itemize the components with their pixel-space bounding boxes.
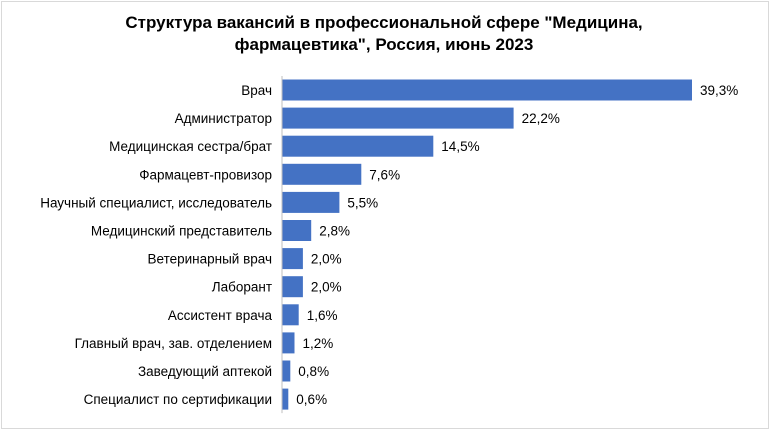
bar [282,135,434,157]
bar [282,191,340,213]
bar [282,360,291,382]
bar [282,79,692,101]
category-label: Ветеринарный врач [148,252,273,267]
data-label: 5,5% [347,195,378,210]
bars-group: Врач 39,3% Администратор 22,2% Медицинская с… [40,79,738,410]
data-label: 0,8% [298,364,329,379]
bar [282,107,514,129]
category-label: Заведующий аптекой [138,364,272,379]
data-label: 39,3% [700,83,738,98]
bar [282,304,299,326]
category-label: Специалист по сертификации [84,392,272,407]
bar [282,220,312,241]
bar [282,276,303,298]
category-label: Главный врач, зав. отделением [75,336,272,351]
category-label: Администратор [175,111,272,126]
category-label: Лаборант [212,280,272,295]
bar [282,248,303,270]
category-label: Медицинская сестра/брат [109,139,272,154]
data-label: 22,2% [522,111,560,126]
data-label: 14,5% [441,139,479,154]
category-label: Фармацевт-провизор [139,167,272,182]
data-label: 7,6% [369,167,400,182]
data-label: 1,6% [307,308,338,323]
bar [282,332,295,354]
data-label: 2,0% [311,280,342,295]
data-label: 2,0% [311,252,342,267]
category-label: Ассистент врача [168,308,273,323]
category-label: Научный специалист, исследователь [40,195,272,210]
category-label: Медицинский представитель [91,224,272,239]
chart-title-line1: Структура вакансий в профессиональной сф… [125,13,643,32]
data-label: 2,8% [319,224,350,239]
category-label: Врач [241,83,272,98]
bar [282,163,362,185]
chart-title-line2: фармацевтика", Россия, июнь 2023 [234,35,534,54]
chart-title: Структура вакансий в профессиональной сф… [0,12,768,56]
data-label: 0,6% [296,392,327,407]
data-label: 1,2% [303,336,334,351]
bar [282,388,289,410]
